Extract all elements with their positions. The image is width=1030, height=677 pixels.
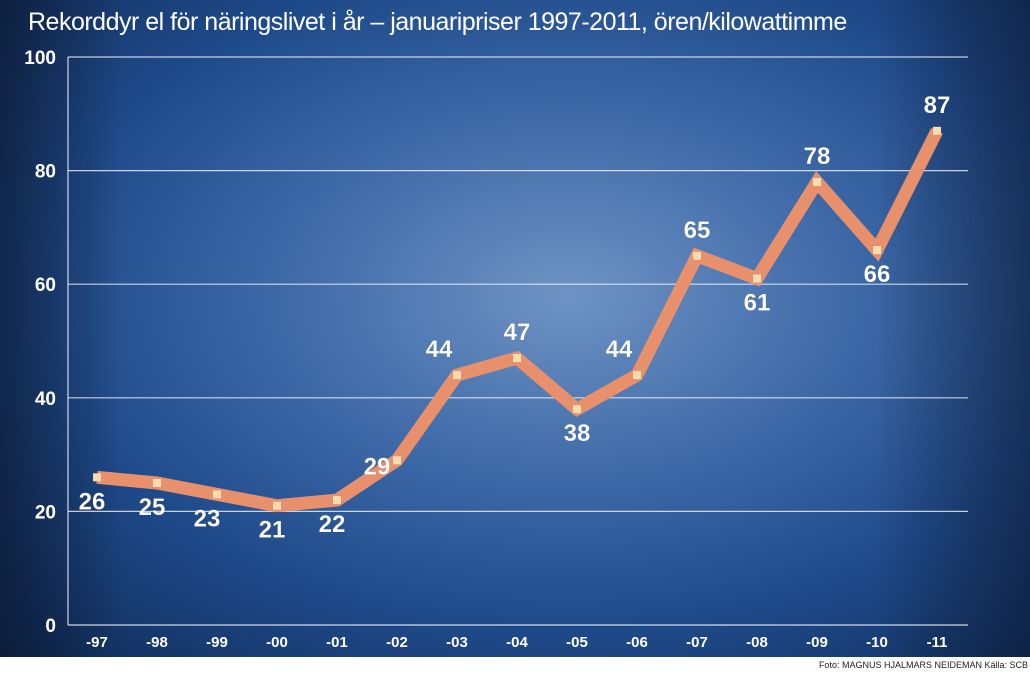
x-tick-label: -99: [206, 634, 228, 651]
data-point: [93, 473, 101, 482]
x-tick-label: -98: [146, 634, 168, 651]
data-label: 29: [364, 453, 391, 480]
x-tick-label: -01: [326, 634, 348, 651]
data-label: 66: [864, 261, 891, 288]
data-label: 38: [564, 420, 591, 447]
data-point: [933, 126, 941, 135]
data-label: 47: [504, 319, 531, 346]
x-tick-label: -07: [686, 634, 708, 651]
x-tick-label: -03: [446, 634, 468, 651]
data-point: [453, 371, 461, 380]
x-tick-label: -97: [86, 634, 108, 651]
x-tick-label: -02: [386, 634, 408, 651]
data-point: [213, 490, 221, 499]
credit: Foto: MAGNUS HJALMARS NEIDEMAN Källa: SC…: [818, 660, 1028, 670]
data-point: [393, 456, 401, 465]
x-tick-label: -08: [746, 634, 768, 651]
data-label: 61: [744, 290, 771, 317]
data-label: 21: [259, 517, 286, 544]
data-point: [633, 371, 641, 380]
x-tick-label: -09: [806, 634, 828, 651]
data-point: [813, 177, 821, 186]
y-tick-label: 40: [35, 389, 56, 410]
data-label: 87: [924, 92, 951, 119]
data-point: [873, 246, 881, 255]
y-tick-label: 20: [35, 502, 56, 523]
data-label: 78: [804, 143, 831, 170]
data-point: [513, 354, 521, 363]
x-tick-label: -10: [866, 634, 888, 651]
data-point: [153, 479, 161, 487]
data-label: 65: [684, 217, 711, 244]
data-label: 23: [194, 505, 221, 532]
data-point: [273, 501, 281, 510]
plot-area: 0 20 40 60 80 100 -97 -98 -99 -00 -01 -02 -03 -04 -05 -…: [24, 48, 951, 651]
data-label: 22: [319, 511, 346, 538]
y-tick-label: 60: [35, 275, 56, 296]
data-point: [333, 496, 341, 505]
x-tick-label: -04: [506, 634, 528, 651]
data-label: 44: [426, 336, 453, 363]
y-tick-label: 80: [35, 162, 56, 183]
data-point: [753, 274, 761, 283]
x-tick-label: -00: [266, 634, 288, 651]
x-tick-label: -05: [566, 634, 588, 651]
data-label: 26: [79, 488, 106, 515]
chart-title: Rekorddyr el för näringslivet i år – jan…: [28, 8, 847, 36]
y-tick-label: 0: [45, 616, 56, 637]
y-tick-label: 100: [24, 48, 56, 69]
x-tick-label: -06: [626, 634, 648, 651]
data-point: [573, 405, 581, 414]
data-label: 44: [606, 336, 633, 363]
data-point: [693, 251, 701, 260]
data-label: 25: [139, 494, 166, 521]
x-tick-label: -11: [927, 634, 948, 651]
